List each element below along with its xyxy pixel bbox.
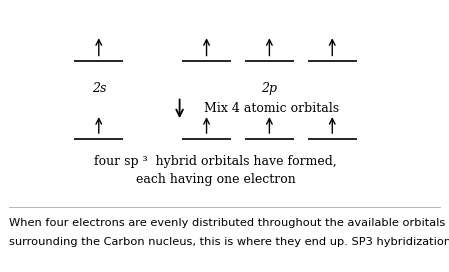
Text: surrounding the Carbon nucleus, this is where they end up. SP3 hybridization: surrounding the Carbon nucleus, this is …: [9, 237, 449, 247]
Text: four sp ³  hybrid orbitals have formed,: four sp ³ hybrid orbitals have formed,: [94, 155, 337, 168]
Text: each having one electron: each having one electron: [136, 173, 295, 186]
Text: When four electrons are evenly distributed throughout the available orbitals: When four electrons are evenly distribut…: [9, 218, 445, 228]
Text: Mix 4 atomic orbitals: Mix 4 atomic orbitals: [204, 102, 339, 115]
Text: 2s: 2s: [92, 82, 106, 95]
Text: 2p: 2p: [261, 82, 277, 95]
